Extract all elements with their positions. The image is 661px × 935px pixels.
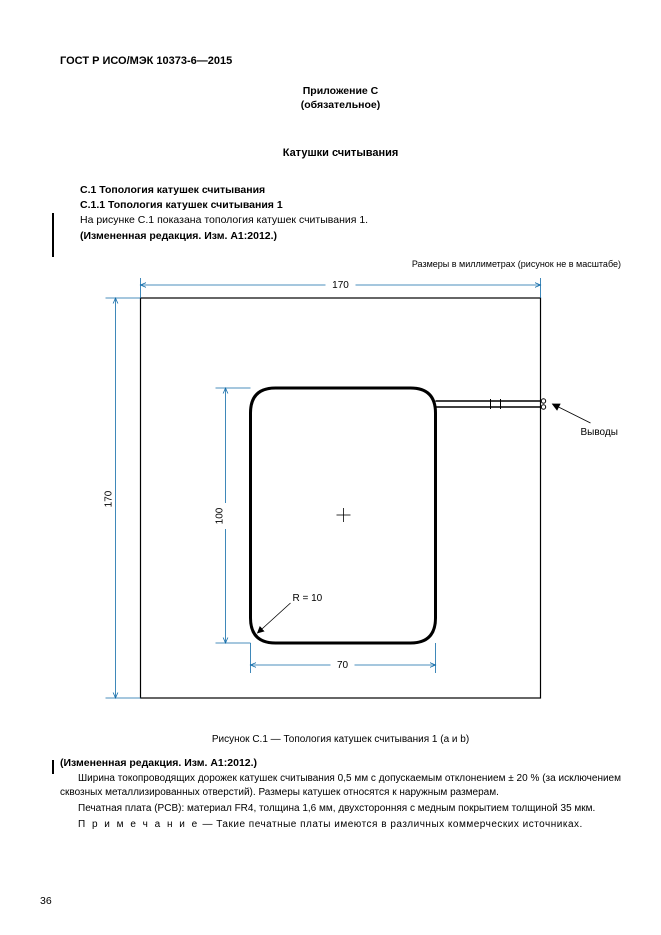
section-title: Катушки считывания (60, 147, 621, 159)
dim-top: 170 (141, 277, 541, 298)
annex-kind: (обязательное) (301, 99, 381, 111)
scale-note: Размеры в миллиметрах (рисунок не в масш… (60, 259, 621, 269)
dim-inner-w-val: 70 (337, 660, 349, 671)
c1-heading: С.1 Топология катушек считывания (80, 184, 621, 196)
para-1: Ширина токопроводящих дорожек катушек сч… (60, 772, 621, 799)
revised-note-1: (Измененная редакция. Изм. А1:2012.) (80, 230, 621, 244)
annex-title: Приложение C (обязательное) (60, 85, 621, 112)
dim-inner-w: 70 (251, 643, 436, 673)
radius-leader: R = 10 (258, 593, 323, 633)
dim-inner-h: 100 (215, 388, 251, 643)
dim-top-val: 170 (332, 280, 349, 291)
lead-label: Выводы (581, 427, 618, 438)
board-rect (141, 298, 541, 698)
center-mark (337, 508, 351, 522)
leads-callout: Выводы (553, 404, 618, 438)
radius-label: R = 10 (293, 593, 323, 604)
para-2: Печатная плата (PCB): материал FR4, толщ… (60, 802, 621, 816)
annex-label: Приложение C (303, 85, 379, 97)
note-label: П р и м е ч а н и е (78, 819, 199, 830)
figure-c1: 170 170 (60, 273, 621, 728)
dim-left: 170 (103, 298, 141, 698)
figure-caption: Рисунок С.1 — Топология катушек считыван… (60, 734, 621, 745)
note-body: — Такие печатные платы имеются в различн… (199, 819, 583, 830)
revised-note-2: (Измененная редакция. Изм. А1:2012.) (60, 757, 621, 771)
c11-heading: С.1.1 Топология катушек считывания 1 (80, 199, 621, 211)
coil (251, 388, 546, 643)
dim-left-val: 170 (104, 490, 115, 507)
page-number: 36 (40, 895, 52, 907)
dim-inner-h-val: 100 (215, 507, 226, 524)
c11-text: На рисунке С.1 показана топология катуше… (80, 214, 621, 228)
doc-header: ГОСТ Р ИСО/МЭК 10373-6—2015 (60, 55, 621, 67)
note: П р и м е ч а н и е — Такие печатные пла… (60, 819, 621, 830)
